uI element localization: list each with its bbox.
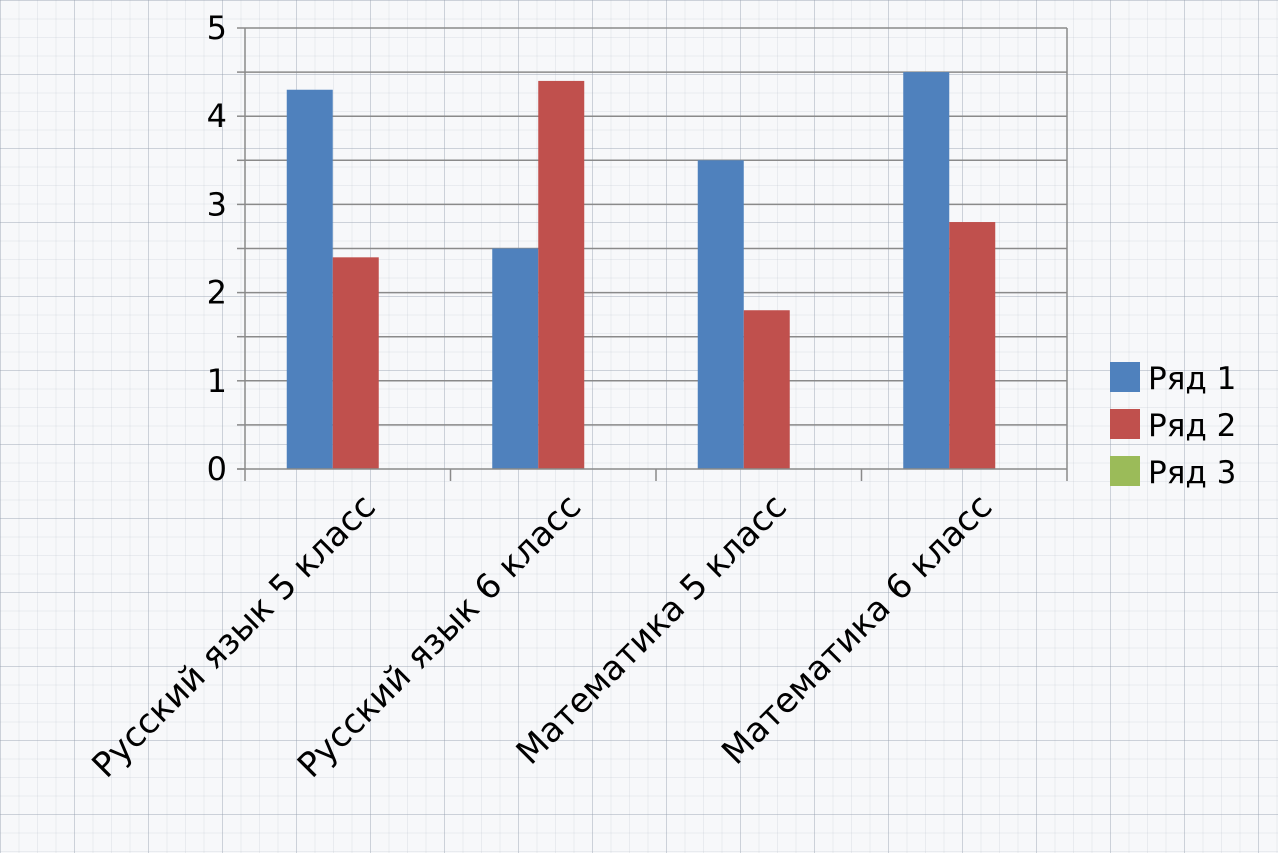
y-tick-label: 0 bbox=[207, 450, 227, 488]
y-tick-label: 5 bbox=[207, 9, 227, 47]
bar-1-3 bbox=[697, 160, 744, 470]
legend-label-3: Ряд 3 bbox=[1148, 455, 1236, 491]
bar-1-4 bbox=[903, 72, 950, 469]
legend: Ряд 1 Ряд 2 Ряд 3 bbox=[1110, 361, 1236, 491]
legend-label-2: Ряд 2 bbox=[1148, 408, 1236, 444]
y-tick-label: 4 bbox=[207, 97, 227, 135]
bar-2-1 bbox=[332, 257, 379, 469]
legend-label-1: Ряд 1 bbox=[1148, 361, 1236, 397]
legend-swatch-3 bbox=[1110, 456, 1140, 486]
y-tick-label: 3 bbox=[207, 185, 227, 223]
legend-swatch-2 bbox=[1110, 409, 1140, 439]
y-tick-label: 2 bbox=[207, 274, 227, 312]
bar-1-2 bbox=[492, 248, 539, 469]
y-tick-label: 1 bbox=[207, 362, 227, 400]
legend-swatch-1 bbox=[1110, 362, 1140, 392]
bar-2-4 bbox=[949, 222, 996, 469]
bars bbox=[286, 72, 996, 470]
gridlines bbox=[245, 27, 1067, 426]
bar-1-1 bbox=[286, 89, 333, 470]
axes bbox=[237, 27, 1068, 481]
bar-2-2 bbox=[538, 80, 585, 470]
y-axis-tick-labels: 0 1 2 3 4 5 bbox=[207, 9, 227, 488]
bar-2-3 bbox=[743, 310, 790, 469]
